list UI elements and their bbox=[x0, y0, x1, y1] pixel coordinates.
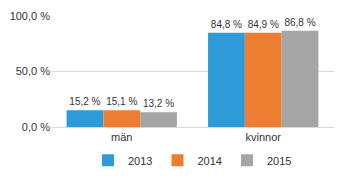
svg-text:2014: 2014 bbox=[197, 155, 221, 167]
svg-text:2015: 2015 bbox=[267, 155, 291, 167]
svg-text:13,2 %: 13,2 % bbox=[143, 98, 174, 109]
svg-text:86,8 %: 86,8 % bbox=[284, 17, 315, 28]
svg-text:50,0 %: 50,0 % bbox=[16, 65, 50, 77]
svg-text:kvinnor: kvinnor bbox=[246, 131, 282, 143]
svg-text:15,2 %: 15,2 % bbox=[69, 96, 100, 107]
svg-text:män: män bbox=[111, 131, 132, 143]
svg-text:84,9 %: 84,9 % bbox=[248, 19, 279, 30]
svg-text:15,1 %: 15,1 % bbox=[106, 96, 137, 107]
svg-text:100,0 %: 100,0 % bbox=[10, 10, 51, 22]
svg-text:0,0 %: 0,0 % bbox=[22, 121, 50, 133]
svg-text:84,8 %: 84,8 % bbox=[211, 19, 242, 30]
svg-text:2013: 2013 bbox=[128, 155, 152, 167]
